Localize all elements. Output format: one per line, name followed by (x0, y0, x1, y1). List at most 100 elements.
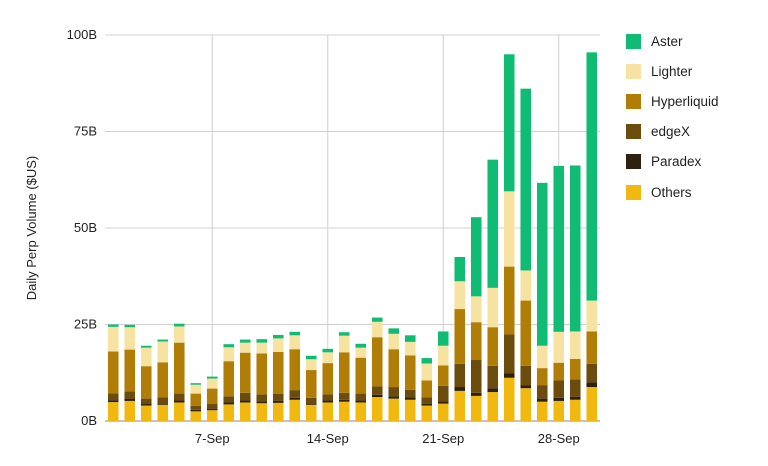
bar-segment-edgex (454, 363, 466, 388)
legend: Aster Lighter Hyperliquid edgeX Paradex Other… (626, 26, 719, 207)
legend-label: Paradex (651, 154, 702, 170)
bar-segment-edgex (520, 365, 532, 386)
bar-stack (124, 324, 136, 421)
bar-segment-lighter (586, 300, 598, 332)
bar-segment-edgex (190, 405, 202, 410)
bar-segment-others (256, 403, 268, 421)
legend-item-paradex: Paradex (626, 147, 719, 177)
bar-segment-others (404, 399, 416, 421)
bar-segment-others (272, 402, 284, 421)
bar-segment-paradex (322, 400, 334, 403)
bar-segment-others (553, 400, 565, 421)
bar-segment-edgex (355, 393, 367, 401)
bar-segment-paradex (140, 404, 152, 406)
bar-segment-paradex (454, 387, 466, 391)
bar-segment-hyperliquid (124, 349, 136, 392)
bar-segment-edgex (124, 391, 136, 399)
bar-segment-edgex (536, 385, 548, 399)
bar-segment-lighter (338, 335, 350, 353)
bar-segment-edgex (371, 386, 383, 395)
bar-segment-hyperliquid (586, 331, 598, 364)
bar-segment-edgex (553, 380, 565, 398)
bar-segment-others (190, 411, 202, 421)
bar-stack (338, 332, 350, 421)
legend-item-lighter: Lighter (626, 56, 719, 86)
bar-segment-paradex (107, 400, 119, 403)
bar-segment-others (157, 404, 169, 421)
legend-swatch (626, 184, 641, 200)
bar-segment-edgex (487, 365, 499, 389)
bar-segment-others (338, 401, 350, 421)
bar-segment-aster (338, 332, 350, 336)
bar-stack (586, 52, 598, 421)
bar-segment-paradex (239, 400, 251, 403)
bar-stack (256, 339, 268, 421)
bar-segment-aster (107, 324, 119, 327)
bar-stack (322, 348, 334, 421)
bar-segment-others (503, 377, 515, 421)
bar-segment-paradex (173, 400, 185, 403)
bar-stack (503, 54, 515, 421)
legend-swatch (626, 93, 641, 109)
x-tick-label: 21-Sep (422, 431, 464, 446)
bar-stack (190, 383, 202, 421)
bar-segment-lighter (256, 342, 268, 354)
bar-segment-lighter (305, 359, 317, 371)
bar-segment-others (437, 403, 449, 421)
bar-segment-paradex (503, 373, 515, 378)
bar-segment-others (173, 402, 185, 421)
bar-segment-lighter (404, 341, 416, 356)
bar-segment-aster (454, 256, 466, 282)
bar-segment-edgex (437, 385, 449, 402)
bar-segment-hyperliquid (256, 353, 268, 395)
bar-segment-others (388, 398, 400, 421)
bar-segment-others (421, 405, 433, 421)
bar-segment-aster (388, 328, 400, 334)
bar-segment-hyperliquid (173, 342, 185, 394)
bar-segment-hyperliquid (503, 266, 515, 335)
bar-segment-paradex (520, 385, 532, 389)
bar-segment-others (355, 402, 367, 421)
bar-segment-aster (371, 317, 383, 322)
bar-stack (355, 343, 367, 421)
bar-segment-others (520, 388, 532, 421)
bar-segment-aster (223, 344, 235, 348)
bar-segment-aster (520, 88, 532, 271)
bar-stack (371, 317, 383, 421)
bar-segment-hyperliquid (536, 368, 548, 386)
bar-segment-paradex (586, 382, 598, 388)
bar-segment-paradex (256, 401, 268, 404)
bar-segment-paradex (206, 408, 218, 411)
bar-stack (437, 331, 449, 421)
bar-segment-hyperliquid (371, 337, 383, 387)
bar-segment-aster (289, 331, 301, 336)
bar-stack (206, 376, 218, 421)
bar-segment-others (470, 395, 482, 421)
bar-segment-aster (487, 159, 499, 288)
bar-segment-others (536, 401, 548, 421)
bar-segment-paradex (371, 394, 383, 398)
bar-segment-hyperliquid (140, 366, 152, 399)
bar-segment-paradex (437, 401, 449, 404)
bar-stack (404, 335, 416, 421)
bar-segment-hyperliquid (421, 380, 433, 398)
bars (107, 52, 598, 421)
bar-stack (470, 217, 482, 421)
bar-stack (454, 256, 466, 421)
x-tick-label: 14-Sep (307, 431, 349, 446)
bar-stack (140, 345, 152, 421)
bar-segment-others (107, 402, 119, 421)
bar-segment-paradex (157, 403, 169, 405)
bar-segment-paradex (272, 400, 284, 403)
bar-segment-paradex (289, 397, 301, 400)
bar-segment-hyperliquid (404, 355, 416, 390)
bar-segment-paradex (421, 403, 433, 406)
bar-segment-others (206, 410, 218, 421)
bar-segment-aster (569, 165, 581, 332)
bar-segment-lighter (355, 347, 367, 358)
bar-segment-lighter (124, 327, 136, 350)
bar-segment-hyperliquid (470, 322, 482, 361)
legend-item-others: Others (626, 177, 719, 207)
bar-stack (239, 339, 251, 421)
